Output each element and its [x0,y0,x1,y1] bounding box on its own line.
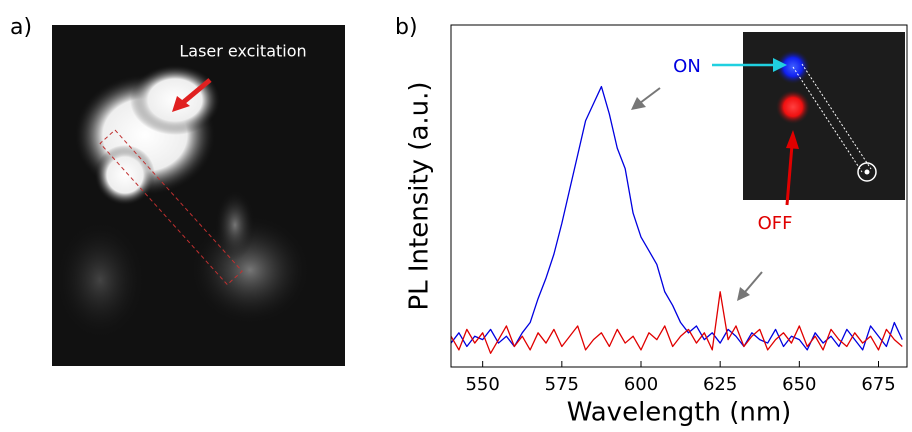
annotation: Laser excitation [179,42,306,61]
x-tick-label: 650 [782,374,816,395]
series-label: ON [673,56,701,77]
x-tick-label: 575 [545,374,579,395]
series-group [451,85,903,354]
panel-label: a) [10,15,32,40]
panel-label: b) [395,15,418,40]
axes-frame [450,24,908,368]
inset-image [743,32,905,200]
x-axis-label: Wavelength (nm) [567,398,792,428]
micrograph [52,25,345,366]
x-tick-label: 600 [624,374,658,395]
x-tick-label: 550 [465,374,499,395]
x-tick-label: 675 [861,374,895,395]
x-tick-label: 625 [703,374,737,395]
arrows [631,58,799,301]
series-label: OFF [758,213,793,234]
y-axis-label: PL Intensity (a.u.) [405,81,435,310]
data-line [451,291,903,354]
plot-area: 550 575 600 625 650 675 [451,85,903,395]
